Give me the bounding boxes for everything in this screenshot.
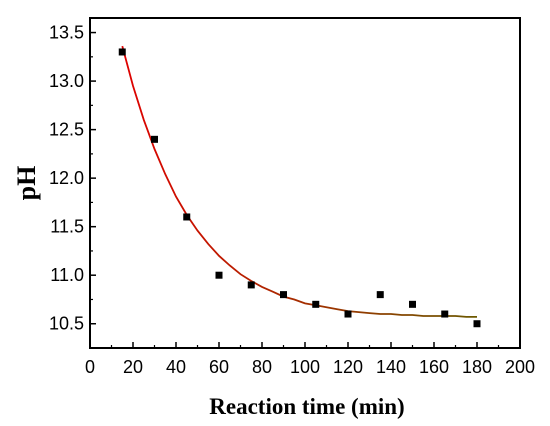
y-tick-label: 13.0 bbox=[49, 71, 84, 91]
y-axis-tick-labels: 10.5 11.0 11.5 12.0 12.5 13.0 13.5 bbox=[49, 23, 84, 334]
y-axis-ticks bbox=[90, 31, 96, 325]
y-tick-label: 11.0 bbox=[50, 265, 84, 285]
y-axis-title: pH bbox=[12, 166, 41, 201]
x-tick-label: 40 bbox=[166, 357, 186, 377]
x-axis-tick-labels: 0 20 40 60 80 100 120 140 160 180 200 bbox=[85, 357, 535, 377]
data-point bbox=[215, 271, 223, 279]
data-point bbox=[473, 320, 481, 328]
y-tick-label: 13.5 bbox=[49, 23, 84, 43]
data-point bbox=[183, 213, 191, 221]
data-point bbox=[409, 300, 416, 308]
y-tick-label: 12.0 bbox=[49, 168, 84, 188]
x-axis-title: Reaction time (min) bbox=[209, 394, 404, 419]
data-point bbox=[151, 135, 158, 143]
x-tick-label: 60 bbox=[209, 357, 229, 377]
y-tick-label: 11.5 bbox=[50, 217, 84, 237]
data-point bbox=[441, 310, 449, 318]
data-point bbox=[247, 281, 255, 289]
x-tick-label: 140 bbox=[376, 357, 406, 377]
x-tick-label: 180 bbox=[462, 357, 492, 377]
x-tick-label: 0 bbox=[85, 357, 95, 377]
fit-curve bbox=[121, 45, 477, 318]
data-point bbox=[376, 291, 384, 299]
x-tick-label: 200 bbox=[505, 357, 535, 377]
y-tick-label: 10.5 bbox=[49, 314, 84, 334]
data-point bbox=[344, 310, 352, 318]
data-point bbox=[312, 300, 320, 308]
x-tick-label: 80 bbox=[252, 357, 272, 377]
data-points bbox=[118, 48, 481, 328]
data-point bbox=[118, 48, 126, 56]
x-tick-label: 120 bbox=[333, 357, 363, 377]
x-tick-label: 20 bbox=[123, 357, 143, 377]
data-point bbox=[280, 291, 287, 299]
plot-frame bbox=[89, 17, 521, 349]
x-axis-ticks bbox=[89, 342, 521, 348]
x-tick-label: 160 bbox=[419, 357, 449, 377]
x-tick-label: 100 bbox=[290, 357, 320, 377]
y-tick-label: 12.5 bbox=[49, 120, 84, 140]
